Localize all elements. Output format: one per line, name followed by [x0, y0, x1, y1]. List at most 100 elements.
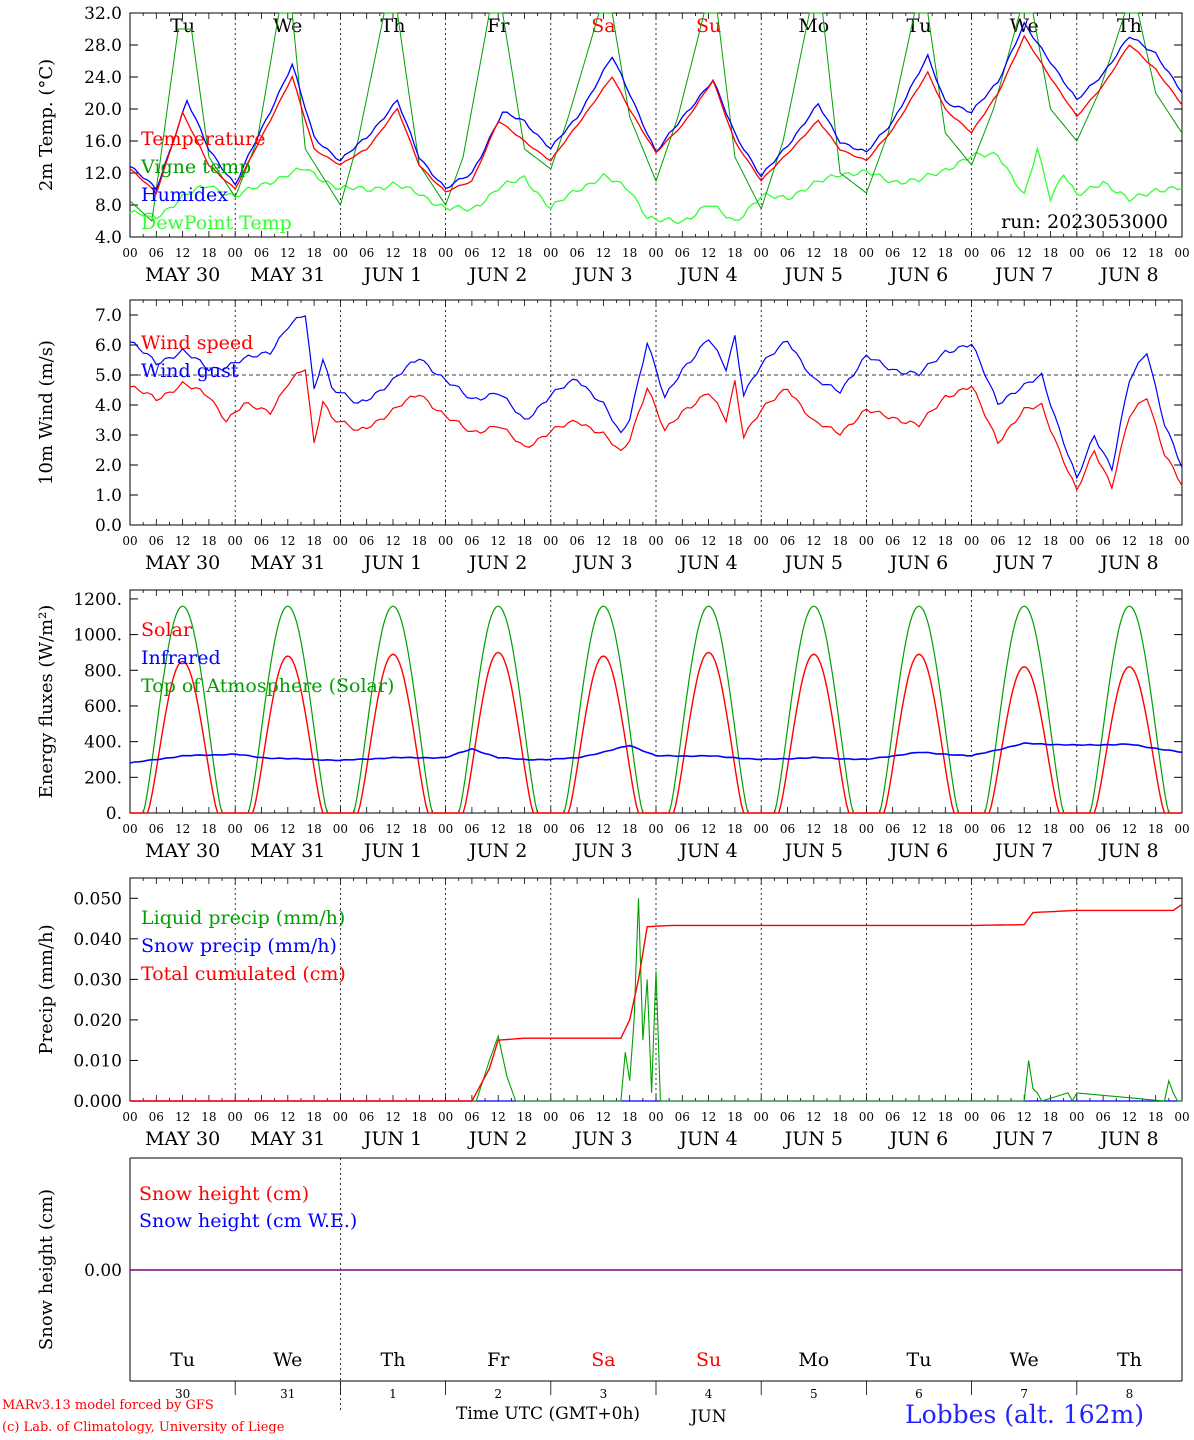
hour-tick-label: 12 — [806, 534, 821, 548]
hour-tick-label: 00 — [228, 534, 243, 548]
hour-tick-label: 00 — [543, 534, 558, 548]
hour-tick-label: 06 — [254, 246, 269, 260]
hour-tick-label: 18 — [938, 534, 953, 548]
cumulated-precip-line — [130, 903, 1183, 1102]
hour-tick-label: 18 — [622, 1110, 637, 1124]
hour-tick-label: 18 — [201, 246, 216, 260]
hour-tick-label: 00 — [1069, 1110, 1084, 1124]
hour-tick-label: 06 — [569, 1110, 584, 1124]
date-label: JUN 6 — [888, 552, 948, 574]
legend-entry: DewPoint Temp — [141, 212, 292, 234]
weekday-label: Th — [1117, 1349, 1142, 1371]
date-label: JUN 5 — [783, 840, 843, 862]
hour-tick-label: 12 — [175, 822, 190, 836]
day-number: 5 — [810, 1387, 818, 1401]
temp-series-line — [129, 34, 1183, 195]
date-label: JUN 5 — [783, 552, 843, 574]
date-label: JUN 7 — [993, 264, 1053, 286]
date-label: MAY 31 — [250, 1128, 325, 1150]
hour-tick-label: 12 — [175, 246, 190, 260]
date-label: JUN 7 — [993, 1128, 1053, 1150]
hour-tick-label: 18 — [1148, 246, 1163, 260]
y-tick-label: 12.0 — [84, 164, 122, 184]
weekday-label: Th — [381, 15, 406, 37]
hour-tick-label: 12 — [1017, 1110, 1032, 1124]
hour-tick-label: 18 — [1043, 1110, 1058, 1124]
hour-tick-label: 00 — [754, 1110, 769, 1124]
date-label: JUN 8 — [1098, 1128, 1158, 1150]
legend-entry: Vigne temp — [140, 156, 251, 178]
hour-tick-label: 06 — [990, 246, 1005, 260]
hour-tick-label: 06 — [885, 1110, 900, 1124]
date-label: JUN 5 — [783, 1128, 843, 1150]
y-tick-label: 0.040 — [73, 930, 122, 950]
hour-tick-label: 00 — [122, 822, 137, 836]
hour-tick-label: 00 — [754, 822, 769, 836]
hour-tick-label: 00 — [438, 822, 453, 836]
hour-tick-label: 18 — [727, 246, 742, 260]
hour-tick-label: 12 — [491, 534, 506, 548]
date-label: MAY 31 — [250, 264, 325, 286]
hour-tick-label: 06 — [885, 246, 900, 260]
hour-tick-label: 06 — [464, 1110, 479, 1124]
date-label: JUN 4 — [677, 264, 737, 286]
y-tick-label: 16.0 — [84, 132, 122, 152]
hour-tick-label: 12 — [280, 534, 295, 548]
y-axis-title: 2m Temp. (°C) — [36, 59, 57, 191]
hour-tick-label: 18 — [306, 534, 321, 548]
y-tick-label: 6.0 — [95, 336, 122, 356]
hour-tick-label: 12 — [806, 1110, 821, 1124]
hour-tick-label: 12 — [1122, 822, 1137, 836]
hour-tick-label: 00 — [543, 822, 558, 836]
date-label: JUN 5 — [783, 264, 843, 286]
month-label: JUN — [689, 1407, 727, 1427]
hour-tick-label: 18 — [832, 1110, 847, 1124]
y-tick-label: 0.050 — [73, 889, 122, 909]
hour-tick-label: 12 — [280, 822, 295, 836]
y-tick-label: 0.030 — [73, 970, 122, 990]
legend-entry: Temperature — [141, 128, 265, 150]
date-label: JUN 6 — [888, 264, 948, 286]
hour-tick-label: 12 — [1122, 534, 1137, 548]
weekday-label: Fr — [487, 15, 510, 37]
date-label: MAY 30 — [145, 264, 220, 286]
hour-tick-label: 18 — [622, 246, 637, 260]
y-tick-label: 8.0 — [95, 196, 122, 216]
day-number: 2 — [494, 1387, 502, 1401]
date-label: JUN 1 — [362, 552, 422, 574]
y-tick-label: 20.0 — [84, 100, 122, 120]
hour-tick-label: 18 — [412, 1110, 427, 1124]
day-number: 3 — [600, 1387, 608, 1401]
hour-tick-label: 06 — [464, 822, 479, 836]
date-label: JUN 4 — [677, 840, 737, 862]
hour-tick-label: 12 — [491, 1110, 506, 1124]
date-label: JUN 7 — [993, 840, 1053, 862]
day-number: 1 — [389, 1387, 397, 1401]
hour-tick-label: 18 — [832, 534, 847, 548]
y-tick-label: 600. — [84, 697, 122, 717]
hour-tick-label: 00 — [859, 246, 874, 260]
hour-tick-label: 12 — [385, 1110, 400, 1124]
hour-tick-label: 12 — [1017, 822, 1032, 836]
hour-tick-label: 12 — [806, 246, 821, 260]
hour-tick-label: 06 — [675, 1110, 690, 1124]
hour-tick-label: 18 — [517, 1110, 532, 1124]
y-tick-label: 0.0 — [95, 516, 122, 536]
wind-series-line — [129, 369, 1183, 492]
hour-tick-label: 12 — [596, 246, 611, 260]
hour-tick-label: 12 — [701, 1110, 716, 1124]
day-number: 30 — [175, 1387, 190, 1401]
legend-entry: Top of Atmosphere (Solar) — [141, 675, 394, 697]
hour-tick-label: 18 — [727, 1110, 742, 1124]
hour-tick-label: 12 — [280, 246, 295, 260]
weekday-label: Tu — [170, 15, 195, 37]
hour-tick-label: 18 — [1148, 1110, 1163, 1124]
hour-tick-label: 18 — [412, 822, 427, 836]
hour-tick-label: 06 — [1095, 534, 1110, 548]
hour-tick-label: 00 — [228, 822, 243, 836]
weekday-label: We — [1010, 15, 1039, 37]
hour-tick-label: 12 — [911, 534, 926, 548]
day-number: 4 — [705, 1387, 713, 1401]
y-tick-label: 1000. — [73, 626, 122, 646]
